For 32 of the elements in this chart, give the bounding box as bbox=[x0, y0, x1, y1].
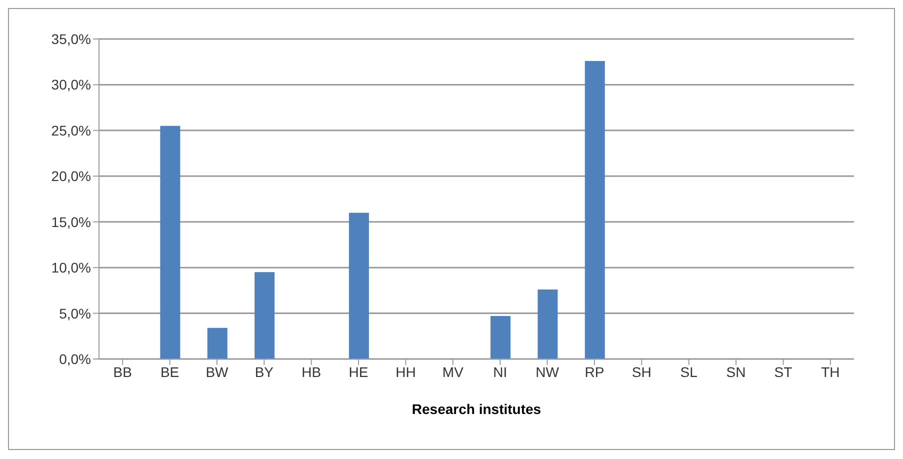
bar bbox=[207, 328, 228, 359]
x-tick-label: TH bbox=[821, 364, 840, 380]
x-axis-title: Research institutes bbox=[412, 401, 542, 417]
y-tick-label: 25,0% bbox=[51, 122, 91, 138]
x-tick-label: ST bbox=[774, 364, 793, 380]
bar bbox=[348, 212, 369, 359]
y-tick-label: 35,0% bbox=[51, 30, 91, 47]
x-tick-label: BY bbox=[254, 364, 274, 380]
y-tick-label: 30,0% bbox=[51, 76, 91, 93]
x-tick-label: SL bbox=[680, 364, 698, 380]
y-tick-label: 20,0% bbox=[51, 168, 91, 184]
x-tick-label: MV bbox=[442, 364, 464, 380]
y-tick-label: 5,0% bbox=[59, 305, 91, 322]
bar bbox=[254, 272, 275, 359]
x-tick-label: BB bbox=[113, 364, 132, 380]
x-tick-label: RP bbox=[584, 364, 604, 380]
x-tick-label: NI bbox=[493, 364, 508, 380]
y-tick-label: 0,0% bbox=[59, 350, 91, 367]
bar bbox=[584, 60, 605, 359]
x-tick-label: HE bbox=[348, 364, 368, 380]
x-tick-label: SN bbox=[726, 364, 746, 380]
x-tick-label: HH bbox=[396, 364, 416, 380]
bar bbox=[160, 126, 180, 359]
x-tick-label: NW bbox=[536, 364, 560, 380]
bar bbox=[490, 316, 510, 359]
y-tick-label: 15,0% bbox=[51, 214, 91, 230]
x-tick-label: BW bbox=[206, 364, 230, 380]
x-tick-label: BE bbox=[160, 364, 180, 380]
x-tick-label: HB bbox=[302, 364, 322, 380]
bar bbox=[538, 290, 558, 359]
y-tick-label: 10,0% bbox=[51, 260, 91, 276]
x-tick-label: SH bbox=[632, 364, 652, 380]
